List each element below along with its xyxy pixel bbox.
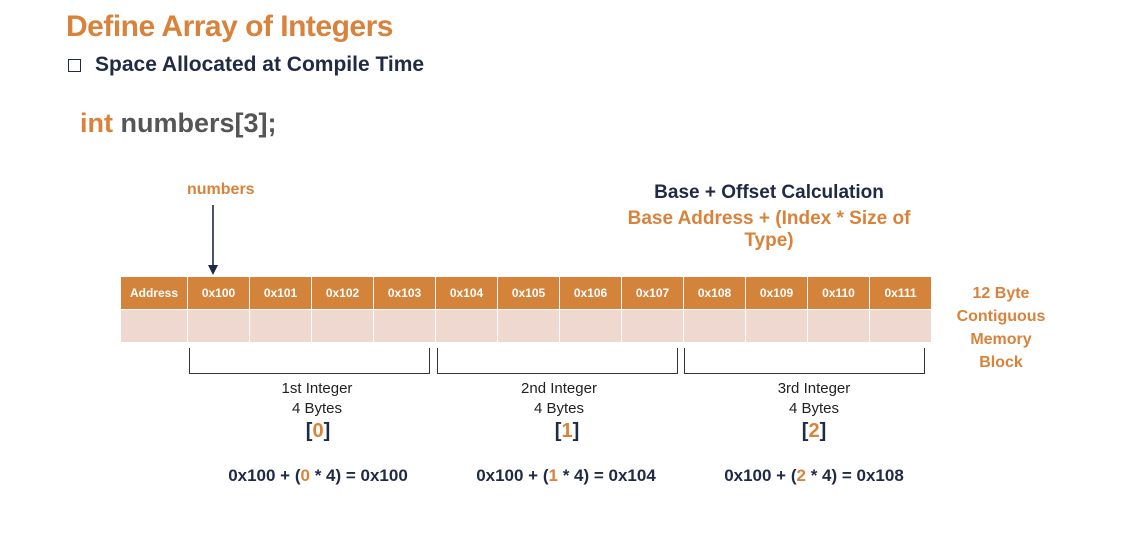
memory-cell <box>249 309 312 343</box>
memory-block-label: 12 Byte Contiguous Memory Block <box>950 282 1052 374</box>
memory-cell <box>311 309 374 343</box>
integer-name: 3rd Integer <box>777 380 851 397</box>
index-label-1: [1] <box>554 420 580 442</box>
memory-cell <box>120 309 188 343</box>
offset-calculation-1: 0x100 + (1 * 4) = 0x104 <box>436 466 696 486</box>
bullet-item: Space Allocated at Compile Time <box>68 53 424 77</box>
address-row: Address 0x100 0x101 0x102 0x103 0x104 0x… <box>120 276 932 310</box>
integer-size: 4 Bytes <box>291 400 343 417</box>
index-label-0: [0] <box>305 420 331 442</box>
memory-table: Address 0x100 0x101 0x102 0x103 0x104 0x… <box>120 276 932 343</box>
address-cell: 0x103 <box>373 276 436 310</box>
offset-calculation-0: 0x100 + (0 * 4) = 0x100 <box>188 466 448 486</box>
offset-index: 2 <box>796 466 806 485</box>
offset-suffix: * 4) = 0x108 <box>805 466 904 485</box>
code-identifier: numbers[3]; <box>113 108 277 138</box>
address-cell: 0x108 <box>683 276 746 310</box>
offset-suffix: * 4) = 0x100 <box>309 466 408 485</box>
integer-label-0: 1st Integer 4 Bytes <box>217 379 417 419</box>
offset-index: 1 <box>548 466 558 485</box>
memory-cell <box>621 309 684 343</box>
integer-size: 4 Bytes <box>788 400 840 417</box>
bullet-text: Space Allocated at Compile Time <box>95 53 425 76</box>
code-declaration: int numbers[3]; <box>80 108 277 139</box>
address-cell: 0x110 <box>807 276 870 310</box>
memory-block-label-line: Memory <box>970 331 1032 348</box>
memory-cell <box>187 309 250 343</box>
memory-cell <box>869 309 932 343</box>
pointer-label: numbers <box>187 181 255 198</box>
index-number: 2 <box>808 420 820 442</box>
integer-bracket-2 <box>684 348 925 374</box>
memory-cell <box>683 309 746 343</box>
address-row-label: Address <box>120 276 188 310</box>
address-cell: 0x109 <box>745 276 808 310</box>
address-cell: 0x104 <box>435 276 498 310</box>
integer-name: 2nd Integer <box>521 380 597 397</box>
checkbox-icon <box>68 58 81 72</box>
offset-prefix: 0x100 + ( <box>476 466 549 485</box>
calculation-formula: Base Address + (Index * Size of Type) <box>627 208 911 251</box>
address-cell: 0x106 <box>559 276 622 310</box>
memory-cell <box>559 309 622 343</box>
memory-block-label-line: Contiguous <box>956 308 1046 325</box>
address-cell: 0x100 <box>187 276 250 310</box>
integer-label-2: 3rd Integer 4 Bytes <box>714 379 914 419</box>
memory-block-label-line: Block <box>979 354 1023 371</box>
memory-value-row <box>120 309 932 343</box>
memory-cell <box>373 309 436 343</box>
down-arrow-icon <box>208 205 218 275</box>
memory-cell <box>745 309 808 343</box>
integer-name: 1st Integer <box>281 380 353 397</box>
address-cell: 0x101 <box>249 276 312 310</box>
index-number: 1 <box>561 420 573 442</box>
offset-calculation-2: 0x100 + (2 * 4) = 0x108 <box>684 466 944 486</box>
integer-label-1: 2nd Integer 4 Bytes <box>459 379 659 419</box>
address-cell: 0x105 <box>497 276 560 310</box>
address-cell: 0x107 <box>621 276 684 310</box>
integer-bracket-0 <box>189 348 430 374</box>
calculation-title: Base + Offset Calculation <box>654 182 884 203</box>
memory-cell <box>435 309 498 343</box>
offset-index: 0 <box>300 466 310 485</box>
offset-prefix: 0x100 + ( <box>724 466 797 485</box>
address-cell: 0x111 <box>869 276 932 310</box>
memory-cell <box>497 309 560 343</box>
index-label-2: [2] <box>801 420 827 442</box>
memory-cell <box>807 309 870 343</box>
index-number: 0 <box>312 420 324 442</box>
integer-bracket-1 <box>437 348 678 374</box>
slide-title: Define Array of Integers <box>66 10 393 43</box>
offset-prefix: 0x100 + ( <box>228 466 301 485</box>
memory-block-label-line: 12 Byte <box>972 285 1030 302</box>
integer-size: 4 Bytes <box>533 400 585 417</box>
address-cell: 0x102 <box>311 276 374 310</box>
code-keyword: int <box>80 108 113 138</box>
offset-suffix: * 4) = 0x104 <box>557 466 656 485</box>
